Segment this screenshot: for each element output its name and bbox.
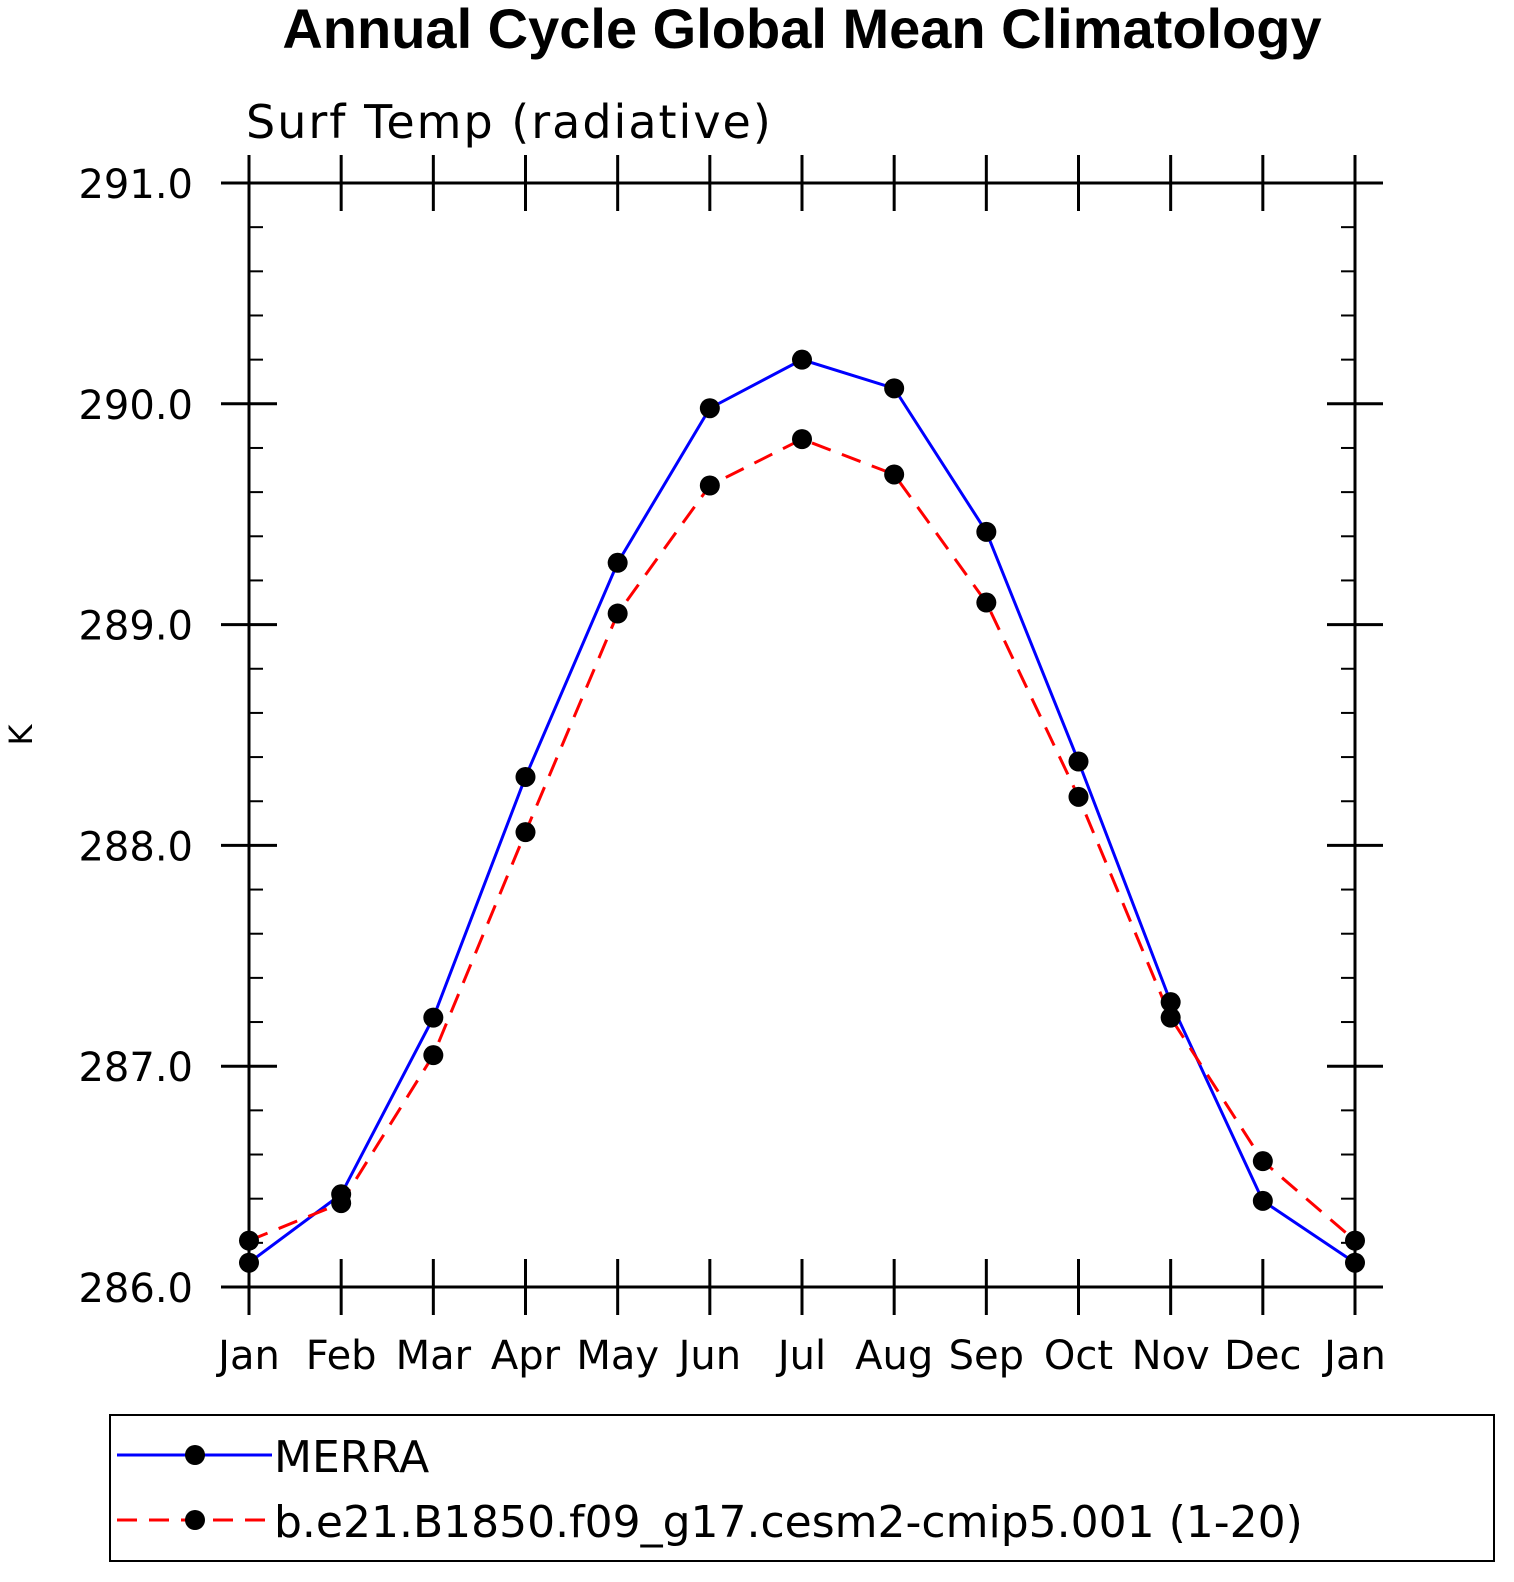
y-tick-label: 287.0	[78, 1045, 193, 1091]
y-tick-label: 290.0	[78, 383, 193, 429]
x-ticks: Jan Feb Mar Apr May Jun Jul Aug Sep Oct Nov Dec Jan	[215, 155, 1386, 1379]
x-tick-label: Jul	[775, 1333, 826, 1379]
series-0-point	[699, 398, 720, 419]
series-0-point	[792, 349, 812, 370]
series-0-point	[607, 552, 628, 573]
x-tick-label: Jan	[1321, 1333, 1386, 1379]
y-tick-label: 286.0	[78, 1266, 193, 1312]
x-tick-label: Mar	[396, 1333, 472, 1379]
legend-marker-cesm2	[185, 1510, 205, 1530]
series-1-point	[884, 464, 905, 485]
x-tick-label: Nov	[1132, 1333, 1210, 1379]
series-0-point	[884, 378, 905, 399]
x-tick-label: Jan	[215, 1333, 280, 1379]
series-1-point	[1345, 1230, 1365, 1251]
series-1-point	[423, 1045, 444, 1066]
legend-marker-merra	[185, 1445, 205, 1465]
series-1-point	[515, 822, 536, 843]
series-0-point	[1252, 1190, 1273, 1211]
series-lines	[248, 358, 1356, 1264]
series-line-0	[248, 358, 1356, 1264]
x-tick-label: Apr	[491, 1333, 561, 1379]
series-1-point	[976, 592, 997, 613]
legend-box	[109, 1414, 1495, 1562]
series-0-point	[1345, 1252, 1365, 1273]
legend: MERRA b.e21.B1850.f09_g17.cesm2-cmip5.00…	[109, 1414, 1495, 1562]
series-1-point	[1252, 1151, 1273, 1172]
y-tick-label: 289.0	[78, 604, 193, 650]
y-major-ticks: 286.0 287.0 288.0 289.0 290.0 291.0	[78, 162, 1383, 1312]
y-tick-label: 288.0	[78, 824, 193, 870]
series-0-point	[1160, 992, 1181, 1013]
x-tick-label: Jun	[676, 1333, 742, 1379]
x-tick-label: Dec	[1224, 1333, 1301, 1379]
series-line-1	[248, 437, 1356, 1243]
legend-label-merra: MERRA	[274, 1432, 429, 1483]
series-1-point	[607, 603, 628, 624]
legend-label-cesm2: b.e21.B1850.f09_g17.cesm2-cmip5.001 (1-2…	[274, 1497, 1303, 1548]
series-0-point	[239, 1252, 259, 1273]
series-0-point	[423, 1007, 444, 1028]
series-1-point	[239, 1230, 259, 1251]
chart-title: Annual Cycle Global Mean Climatology	[282, 0, 1321, 60]
series-0-point	[1068, 751, 1089, 772]
series-1-point	[792, 429, 812, 450]
x-tick-label: Feb	[306, 1333, 377, 1379]
x-tick-label: Oct	[1044, 1333, 1113, 1379]
series-points	[239, 349, 1365, 1273]
series-0-point	[976, 521, 997, 542]
series-1-point	[331, 1193, 352, 1214]
y-minor-ticks	[249, 226, 1355, 1244]
series-0-point	[515, 766, 536, 787]
series-1-point	[1068, 786, 1089, 807]
x-tick-label: Sep	[949, 1333, 1024, 1379]
plot-frame	[247, 181, 1357, 1289]
y-axis-label: K	[2, 723, 40, 745]
series-1-point	[699, 475, 720, 496]
series-1-point	[1160, 1007, 1181, 1028]
y-tick-label: 291.0	[78, 162, 193, 208]
x-tick-label: Aug	[855, 1333, 933, 1379]
chart-subtitle: Surf Temp (radiative)	[246, 95, 773, 149]
x-tick-label: May	[576, 1333, 659, 1379]
